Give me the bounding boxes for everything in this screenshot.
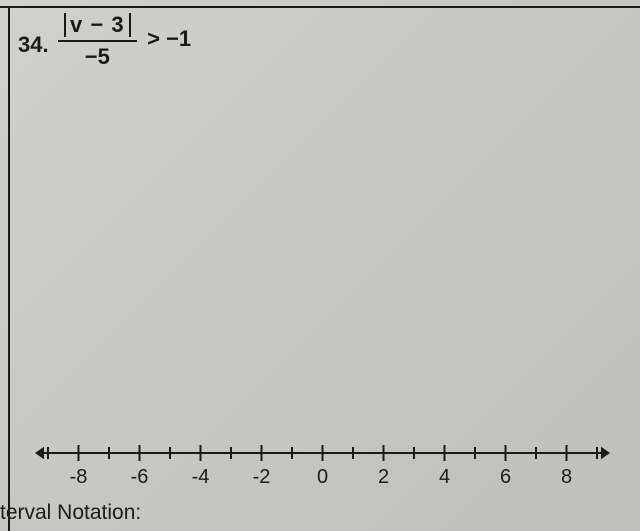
number-line: -8 -6 -4 -2 0 2 4 6 8 [30,435,615,495]
top-rule [0,6,640,8]
svg-text:2: 2 [378,466,389,488]
interval-notation-label: terval Notation: [0,501,141,525]
worksheet-page: 34. v − 3 −5 > −1 -8 -6 -4 -2 0 2 4 6 8 terval N… [0,0,640,531]
absolute-value: v − 3 [64,13,131,37]
fraction: v − 3 −5 [58,12,137,70]
svg-text:-2: -2 [253,466,271,488]
relation-rhs: > −1 [147,26,191,52]
svg-text:-6: -6 [131,466,149,488]
svg-text:8: 8 [561,466,572,488]
svg-text:-8: -8 [70,466,88,488]
svg-text:6: 6 [500,466,511,488]
minus-op: − [90,12,104,37]
var-v: v [70,12,83,37]
svg-text:0: 0 [317,466,328,488]
svg-text:4: 4 [439,466,450,488]
rhs-value: −1 [166,26,191,51]
const-3: 3 [111,12,124,37]
number-line-svg: -8 -6 -4 -2 0 2 4 6 8 [30,435,615,495]
numerator: v − 3 [58,12,137,42]
gt-sign: > [147,26,160,51]
svg-text:-4: -4 [192,466,210,488]
denominator: −5 [58,42,137,70]
inequality-expression: v − 3 −5 > −1 [58,12,191,70]
left-rule [8,6,10,531]
problem-number: 34. [18,32,49,58]
